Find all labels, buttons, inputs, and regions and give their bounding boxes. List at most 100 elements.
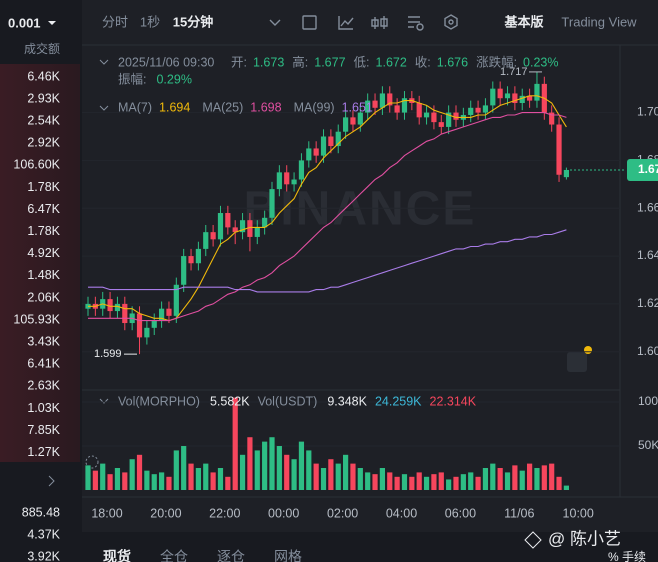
volume-bar xyxy=(497,468,503,490)
trade-tab[interactable]: 现货 xyxy=(103,549,131,562)
price-tick-label: 1.70 xyxy=(637,105,658,119)
interval-tab[interactable]: 15分钟 xyxy=(173,14,213,29)
depth-value: 2.06K xyxy=(27,290,60,304)
candle-body xyxy=(527,95,533,101)
precision-dropdown[interactable] xyxy=(48,21,56,25)
layout-icon-dot[interactable] xyxy=(416,23,424,31)
trade-tab[interactable]: 逐仓 xyxy=(217,549,245,562)
candle-body xyxy=(453,112,459,120)
volume-bar xyxy=(343,454,349,490)
depth-value: 6.46K xyxy=(27,69,60,83)
candle-body xyxy=(122,303,128,324)
settings-icon-dot[interactable] xyxy=(448,19,454,25)
expand-arrow[interactable] xyxy=(48,475,55,487)
candle-body xyxy=(254,227,260,237)
vol-legend: 22.314K xyxy=(430,394,477,408)
volume-bar xyxy=(512,465,518,490)
vol-legend: 5.582K xyxy=(210,394,250,408)
volume-bar xyxy=(291,459,297,490)
user-watermark-icon xyxy=(524,531,542,549)
volume-bar xyxy=(239,454,246,490)
depth-value: 105.93K xyxy=(13,312,60,326)
candle-body xyxy=(335,131,341,147)
candle-body xyxy=(401,98,408,113)
trade-tab[interactable]: 网格 xyxy=(274,549,302,562)
mode-tab[interactable]: 基本版 xyxy=(503,14,543,29)
chart-handle[interactable] xyxy=(85,455,99,469)
candle-body xyxy=(350,117,356,125)
volume-bar xyxy=(181,446,187,490)
time-tick-label: 11/06 xyxy=(504,506,534,520)
sell-depth-bg xyxy=(0,64,80,462)
volume-bar xyxy=(460,474,466,490)
indicator-icon[interactable] xyxy=(338,16,354,30)
volume-bar xyxy=(365,472,371,490)
depth-value: 106.60K xyxy=(13,158,60,172)
trade-tab[interactable]: 全仓 xyxy=(160,549,188,562)
candle-body xyxy=(423,112,430,118)
ohlc-value: 0.23% xyxy=(523,55,558,69)
volume-bar xyxy=(475,476,481,490)
mode-tab[interactable]: Trading View xyxy=(561,14,637,29)
interval-dropdown[interactable] xyxy=(269,19,281,26)
volume-bar xyxy=(262,441,268,490)
candle-body xyxy=(188,256,194,264)
candle-body xyxy=(313,148,319,156)
volume-bar xyxy=(166,476,172,490)
volume-bar xyxy=(350,463,356,490)
candle-body xyxy=(497,88,503,99)
volume-bar xyxy=(276,446,282,490)
candle-body xyxy=(563,169,569,178)
fee-label: % 手续 xyxy=(608,550,646,562)
depth-value: 2.54K xyxy=(27,113,60,127)
candle-body xyxy=(181,256,187,285)
time-tick-label: 20:00 xyxy=(150,506,181,520)
ohlc-value: 1.673 xyxy=(253,55,284,69)
collapse-arrows[interactable] xyxy=(99,59,109,404)
volume-bar xyxy=(298,441,305,490)
candle-body xyxy=(504,93,511,99)
time-tick-label: 22:00 xyxy=(209,506,240,520)
depth-value: 2.92K xyxy=(27,136,60,150)
volume-bar xyxy=(409,476,415,490)
depth-value: 6.41K xyxy=(27,357,60,371)
candle-body xyxy=(239,220,246,233)
settings-icon[interactable] xyxy=(444,14,458,30)
candle-body xyxy=(269,189,275,218)
candle-body xyxy=(217,213,224,240)
ohlc-label: 收: xyxy=(415,55,431,69)
notify-dot xyxy=(584,346,592,354)
ohlc-label: 低: xyxy=(354,55,370,69)
candle-body xyxy=(320,136,327,156)
depth-value: 4.37K xyxy=(27,527,60,541)
time-tick-label: 06:00 xyxy=(445,506,476,520)
depth-value: 3.43K xyxy=(27,334,60,348)
volume-bar xyxy=(144,470,150,490)
calendar-icon[interactable] xyxy=(302,15,317,30)
volume-bar xyxy=(217,468,224,490)
candle-body xyxy=(203,232,209,249)
candle-body xyxy=(107,299,113,312)
volume-bar xyxy=(188,463,194,490)
interval-tab[interactable]: 分时 xyxy=(102,14,128,29)
interval-tab[interactable]: 1秒 xyxy=(140,14,160,29)
legend-value: 1.694 xyxy=(159,100,190,114)
layout-icon[interactable] xyxy=(408,16,420,28)
precision[interactable]: 0.001 xyxy=(8,15,41,30)
legend-value: 1.698 xyxy=(250,100,281,114)
vol-tick-label: 100K xyxy=(638,394,658,408)
volume-bar xyxy=(549,463,555,490)
volume-bar xyxy=(335,463,341,490)
volume-bar xyxy=(203,463,209,490)
user-watermark: @ 陈小艺 xyxy=(548,529,621,548)
screenshot-button[interactable] xyxy=(567,352,587,372)
candle-body xyxy=(195,248,201,264)
candle-body xyxy=(173,284,179,316)
volume-bar xyxy=(173,450,179,490)
volume-bar xyxy=(416,472,422,490)
candle-icon[interactable] xyxy=(371,16,388,29)
toolbar-icons[interactable] xyxy=(269,14,458,31)
volume-bar xyxy=(320,468,327,490)
depth-value: 885.48 xyxy=(22,505,60,519)
